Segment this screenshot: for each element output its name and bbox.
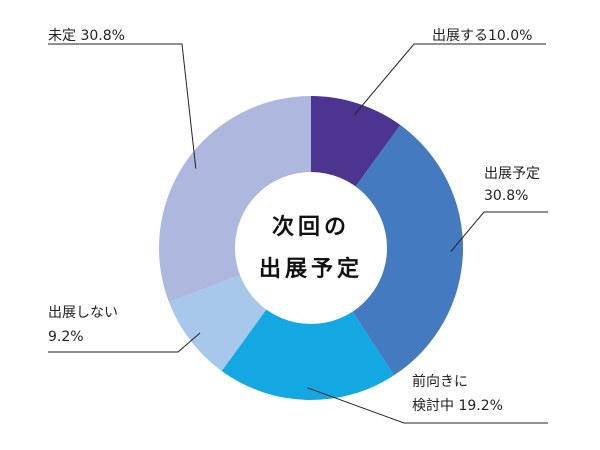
leader-line-未定 xyxy=(48,43,197,169)
leader-lines-group xyxy=(48,43,548,424)
leader-line-前向きに検討中 xyxy=(307,387,548,424)
leader-line-出展しない xyxy=(48,332,201,353)
data-label-出展予定-line-1: 出展予定 xyxy=(484,166,540,182)
data-label-未定-line-1: 未定 30.8% xyxy=(48,28,125,44)
slice-出展予定 xyxy=(311,125,463,376)
data-label-出展しない-line-2: 9.2% xyxy=(48,329,84,345)
data-label-出展する-line-1: 出展する10.0% xyxy=(432,28,532,44)
data-label-前向きに検討中-line-1: 前向きに xyxy=(412,373,468,390)
data-label-出展しない-line-1: 出展しない xyxy=(48,305,118,321)
center-title-line-1: 次回の xyxy=(272,214,350,240)
data-label-出展予定-line-2: 30.8% xyxy=(484,188,528,204)
leader-line-出展予定 xyxy=(450,211,548,252)
center-title-line-2: 出展予定 xyxy=(259,256,363,282)
leader-line-出展する xyxy=(353,43,546,116)
slice-前向きに検討中 xyxy=(221,248,395,400)
data-label-前向きに検討中-line-2: 検討中 19.2% xyxy=(412,398,503,414)
donut-hole xyxy=(235,172,387,324)
